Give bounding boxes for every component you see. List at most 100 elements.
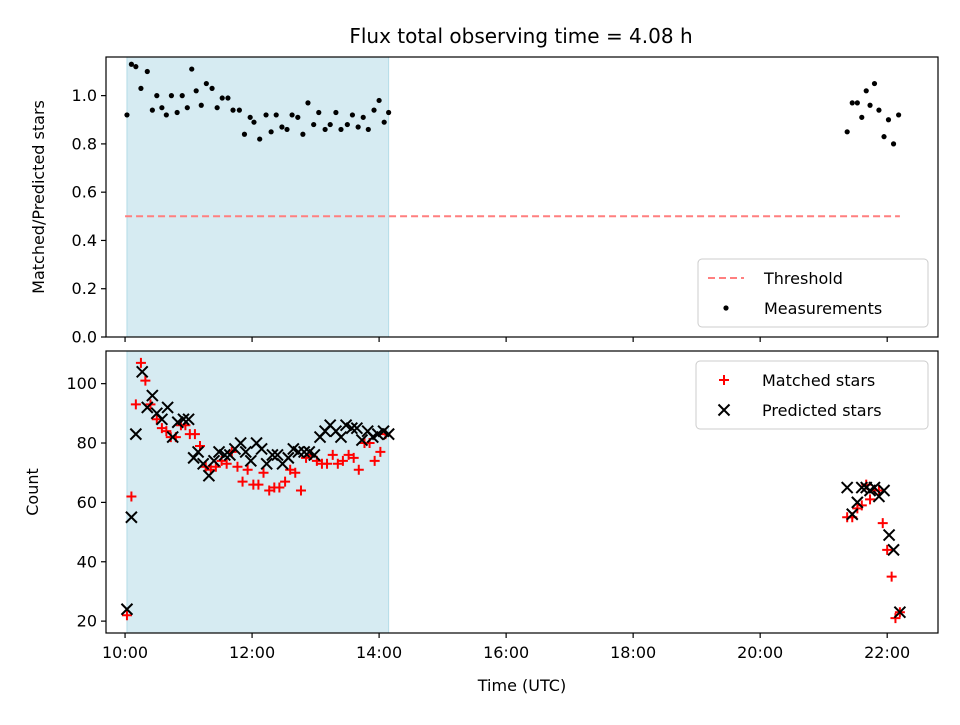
data-point	[292, 445, 305, 459]
data-point	[353, 464, 364, 475]
data-point	[237, 476, 248, 487]
data-point	[120, 603, 134, 616]
data-point	[271, 448, 284, 462]
x-axis-title: Time (UTC)	[477, 676, 566, 695]
bottom-observing-window	[126, 350, 390, 634]
data-point	[135, 365, 149, 378]
data-point	[337, 455, 348, 466]
data-point	[279, 124, 285, 130]
legend-box	[695, 360, 929, 430]
data-point	[877, 518, 888, 529]
data-point	[202, 469, 216, 482]
x-tick-label: 14:00	[356, 643, 402, 662]
chart-title: Flux total observing time = 4.08 h	[349, 24, 692, 48]
data-point	[159, 105, 165, 111]
data-point	[344, 121, 350, 128]
data-point	[232, 461, 243, 472]
data-point	[207, 454, 221, 468]
bottom-axes-frame	[105, 350, 939, 634]
data-point	[345, 421, 358, 435]
y-tick-label: 1.0	[72, 86, 97, 105]
data-point	[128, 61, 135, 67]
legend-swatch	[723, 305, 729, 311]
data-point	[846, 508, 859, 521]
data-point	[214, 105, 220, 111]
data-point	[135, 357, 146, 368]
data-point	[856, 500, 867, 511]
legend-label: Matched stars	[762, 371, 875, 390]
data-point	[355, 433, 369, 447]
data-point	[327, 449, 338, 460]
data-point	[184, 105, 190, 111]
data-point	[308, 448, 321, 462]
y-tick-label: 40	[77, 552, 97, 571]
data-point	[295, 114, 301, 120]
data-point	[343, 449, 354, 460]
data-point	[144, 68, 150, 75]
data-point	[868, 481, 881, 494]
data-point	[896, 112, 902, 118]
legend-label: Threshold	[763, 269, 843, 288]
data-point	[140, 375, 151, 386]
data-point	[146, 389, 159, 402]
x-tick-label: 12:00	[229, 643, 275, 662]
bottom-series-predicted-stars	[120, 365, 907, 619]
data-point	[300, 131, 306, 137]
data-point	[255, 442, 268, 456]
x-tick-label: 20:00	[737, 643, 783, 662]
data-point	[121, 610, 132, 621]
top-axes-frame	[105, 56, 939, 338]
data-point	[375, 446, 386, 457]
data-point	[338, 126, 344, 133]
data-point	[881, 134, 887, 140]
data-point	[273, 112, 279, 118]
data-point	[890, 141, 897, 147]
data-point	[332, 458, 343, 469]
data-point	[877, 484, 891, 497]
data-point	[348, 452, 359, 463]
top-legend: Threshold Measurements	[697, 258, 929, 328]
data-point	[221, 458, 232, 469]
y-tick-label: 0.8	[72, 134, 97, 153]
data-point	[258, 467, 269, 478]
data-point	[257, 136, 263, 142]
x-tick-label: 16:00	[483, 643, 529, 662]
legend-swatch	[719, 375, 729, 385]
top-observing-window	[126, 56, 390, 338]
y-tick-label: 20	[77, 612, 97, 631]
data-point	[141, 401, 154, 414]
data-point	[322, 126, 328, 133]
data-point	[867, 102, 873, 108]
data-point	[179, 93, 185, 99]
data-point	[297, 445, 311, 459]
data-point	[305, 100, 311, 106]
data-point	[882, 544, 893, 555]
data-point	[230, 107, 236, 113]
data-point	[371, 107, 377, 113]
data-point	[168, 93, 175, 99]
data-point	[161, 401, 174, 414]
data-point	[840, 481, 854, 494]
data-point	[376, 97, 382, 104]
data-point	[138, 85, 144, 91]
data-point	[174, 109, 180, 116]
data-point	[863, 88, 869, 94]
data-point	[189, 429, 200, 440]
data-point	[876, 107, 882, 113]
y-tick-label: 0.0	[72, 328, 97, 347]
bottom-panel: 20 40 60 80 100 10:00 12:00 14:00 16:00 18:00 20:0…	[23, 350, 939, 695]
data-point	[844, 129, 850, 135]
data-point	[155, 413, 169, 426]
data-point	[177, 413, 190, 426]
top-y-axis-title: Matched/Predicted stars	[29, 100, 48, 294]
data-point	[890, 613, 901, 624]
data-point	[382, 427, 395, 441]
bottom-legend: Matched stars Predicted stars	[695, 360, 929, 430]
data-point	[893, 606, 907, 619]
x-tick-label: 18:00	[610, 643, 656, 662]
data-point	[219, 95, 225, 101]
data-point	[182, 413, 195, 426]
data-point	[129, 427, 143, 441]
data-point	[239, 445, 252, 459]
